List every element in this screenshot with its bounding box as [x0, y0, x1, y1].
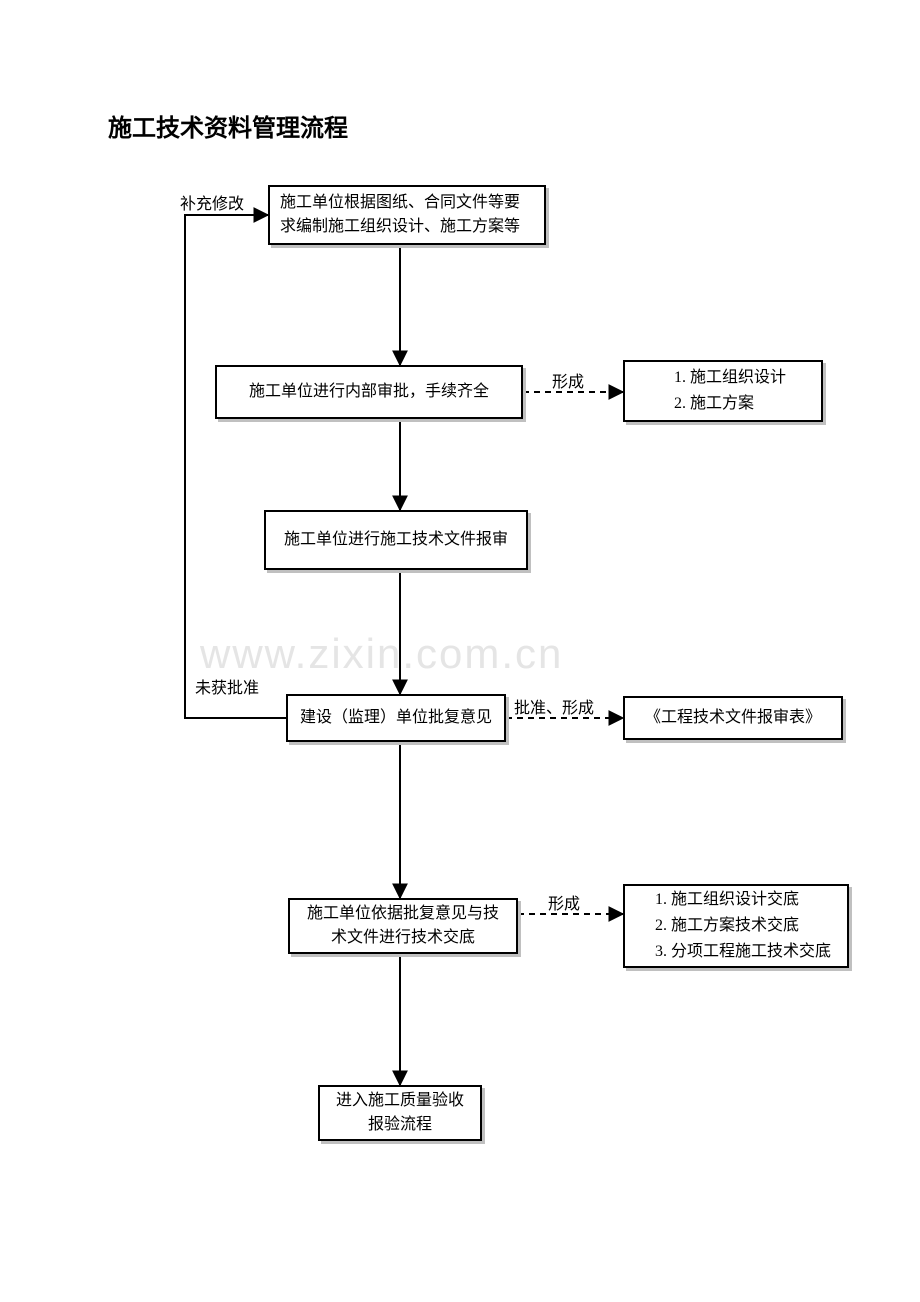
flow-node-n6: 进入施工质量验收报验流程	[318, 1085, 482, 1141]
node-text: 施工单位依据批复意见与技术文件进行技术交底	[300, 902, 506, 950]
edge-label: 未获批准	[195, 674, 259, 698]
node-text: 建设（监理）单位批复意见	[300, 706, 492, 730]
edge-label: 补充修改	[180, 190, 244, 214]
edge-n4-n1	[185, 215, 286, 718]
page-title: 施工技术资料管理流程	[108, 108, 348, 143]
flow-node-n1: 施工单位根据图纸、合同文件等要求编制施工组织设计、施工方案等	[268, 185, 546, 245]
flow-node-n4: 建设（监理）单位批复意见	[286, 694, 506, 742]
list-item: 施工方案	[690, 392, 786, 416]
node-text: 进入施工质量验收报验流程	[330, 1089, 470, 1137]
list-item: 施工组织设计交底	[671, 888, 831, 912]
node-text: 施工单位进行施工技术文件报审	[284, 528, 508, 552]
flow-node-o3: 施工组织设计交底施工方案技术交底分项工程施工技术交底	[623, 884, 849, 968]
node-text: 施工单位根据图纸、合同文件等要求编制施工组织设计、施工方案等	[280, 191, 534, 239]
list-item: 施工组织设计	[690, 366, 786, 390]
node-text: 施工单位进行内部审批，手续齐全	[249, 380, 489, 404]
flow-node-n2: 施工单位进行内部审批，手续齐全	[215, 365, 523, 419]
watermark-text: www.zixin.com.cn	[200, 630, 563, 678]
flow-node-o1: 施工组织设计施工方案	[623, 360, 823, 422]
flow-node-o2: 《工程技术文件报审表》	[623, 696, 843, 740]
flow-node-n5: 施工单位依据批复意见与技术文件进行技术交底	[288, 898, 518, 954]
edge-label: 形成	[552, 368, 584, 392]
node-text: 《工程技术文件报审表》	[645, 706, 821, 730]
edge-label: 形成	[548, 890, 580, 914]
edge-label: 批准、形成	[514, 694, 594, 718]
list-item: 分项工程施工技术交底	[671, 940, 831, 964]
flow-node-n3: 施工单位进行施工技术文件报审	[264, 510, 528, 570]
list-item: 施工方案技术交底	[671, 914, 831, 938]
flowchart-canvas: 施工技术资料管理流程 www.zixin.com.cn 施工单位根据图纸、合同文…	[0, 0, 920, 1302]
